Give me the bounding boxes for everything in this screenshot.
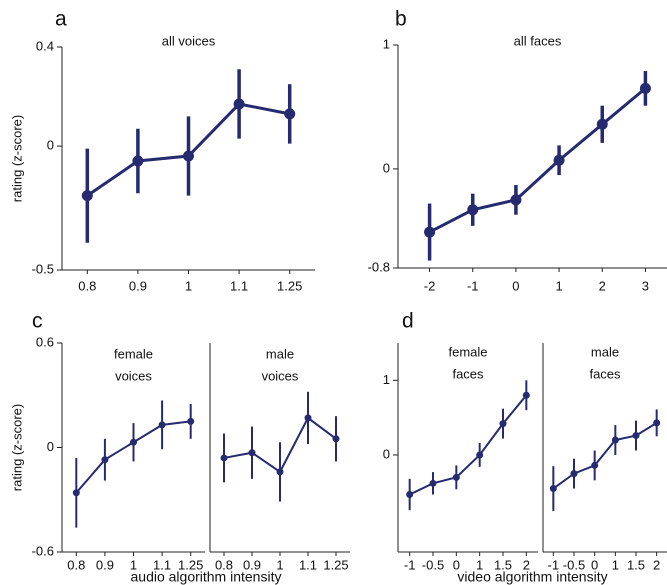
- x-tick-label: -0.5: [422, 557, 444, 572]
- x-tick-label: -2: [424, 278, 436, 293]
- x-tick-label: 0.8: [78, 278, 96, 293]
- data-point: [72, 489, 80, 497]
- data-point: [522, 391, 530, 399]
- data-point: [467, 204, 479, 216]
- x-tick-label: 0.9: [96, 557, 114, 572]
- x-tick-label: 0.9: [243, 557, 261, 572]
- data-line: [428, 87, 647, 234]
- panel-letter: c: [32, 310, 43, 333]
- y-tick-label: -0.5: [32, 261, 54, 276]
- data-point: [284, 108, 296, 120]
- y-tick-label: 0: [47, 439, 54, 454]
- x-tick-label: 2: [653, 557, 660, 572]
- data-point: [332, 435, 340, 443]
- y-tick-label: 0.4: [36, 38, 54, 53]
- panel-title: female: [448, 344, 487, 359]
- x-axis-label: audio algorithm intensity: [131, 569, 282, 585]
- data-point: [248, 449, 256, 457]
- panel-title: faces: [589, 366, 621, 381]
- panel-title: voices: [262, 368, 299, 383]
- x-tick-label: 1.25: [178, 557, 203, 572]
- panel-title: all faces: [514, 33, 562, 48]
- data-point: [220, 454, 228, 462]
- data-point: [424, 226, 436, 238]
- x-tick-label: 1.5: [627, 557, 645, 572]
- data-point: [632, 432, 640, 440]
- y-tick-label: 0: [47, 138, 54, 153]
- data-point: [304, 414, 312, 422]
- data-point: [611, 436, 619, 444]
- y-tick-label: 1: [383, 372, 390, 387]
- x-tick-label: 0: [453, 557, 460, 572]
- y-tick-label: 0.6: [36, 334, 54, 349]
- y-axis-label: rating (z-score): [9, 404, 24, 491]
- y-axis-label: rating (z-score): [9, 115, 24, 202]
- data-point: [81, 190, 93, 202]
- data-point: [429, 479, 437, 487]
- data-line: [409, 394, 528, 496]
- data-point: [132, 155, 144, 167]
- x-tick-label: 1.25: [277, 278, 302, 293]
- x-tick-label: 1: [612, 557, 619, 572]
- data-point: [596, 118, 608, 130]
- x-tick-label: 2: [523, 557, 530, 572]
- y-tick-label: -0.8: [368, 259, 390, 274]
- data-point: [187, 417, 195, 425]
- data-point: [639, 82, 651, 94]
- data-point: [101, 456, 109, 464]
- x-tick-label: 0: [512, 278, 519, 293]
- y-tick-label: 0: [383, 160, 390, 175]
- data-point: [553, 154, 565, 166]
- data-point: [476, 451, 484, 459]
- panel-letter: b: [395, 8, 407, 31]
- x-tick-label: 1.25: [323, 557, 348, 572]
- x-tick-label: 2: [599, 278, 606, 293]
- data-point: [276, 468, 284, 476]
- data-point: [130, 438, 137, 446]
- data-point: [452, 473, 460, 481]
- data-point: [591, 461, 599, 469]
- x-tick-label: 1: [276, 557, 283, 572]
- x-tick-label: 1.5: [494, 557, 512, 572]
- data-point: [183, 150, 194, 162]
- data-point: [499, 420, 507, 428]
- x-tick-label: 1.1: [230, 278, 248, 293]
- x-tick-label: -1: [467, 278, 479, 293]
- y-tick-label: -0.6: [32, 543, 54, 558]
- data-point: [406, 491, 414, 499]
- x-tick-label: 1: [476, 557, 483, 572]
- panel-title: male: [266, 346, 294, 361]
- x-tick-label: 1.1: [299, 557, 317, 572]
- data-point: [510, 194, 522, 206]
- x-axis-label: video algorithm intensity: [457, 569, 607, 585]
- panel-title: all voices: [162, 33, 216, 48]
- x-tick-label: -1: [404, 557, 416, 572]
- x-tick-label: 1: [185, 278, 192, 293]
- x-tick-label: 1: [130, 557, 137, 572]
- panel-letter: a: [55, 8, 67, 31]
- panel-title: male: [591, 344, 619, 359]
- x-tick-label: 0: [591, 557, 598, 572]
- panel-title: female: [114, 346, 153, 361]
- data-point: [570, 470, 578, 478]
- x-tick-label: 0.8: [215, 557, 233, 572]
- x-tick-label: 3: [642, 278, 649, 293]
- x-tick-label: 1.1: [153, 557, 171, 572]
- data-line: [552, 422, 658, 490]
- x-tick-label: 0.8: [67, 557, 85, 572]
- data-point: [158, 421, 166, 429]
- panel-title: voices: [115, 368, 152, 383]
- y-tick-label: 0: [383, 446, 390, 461]
- panel-letter: d: [402, 310, 414, 333]
- data-point: [233, 98, 245, 110]
- x-tick-label: -0.5: [563, 557, 585, 572]
- data-point: [549, 485, 557, 493]
- panel-title: faces: [452, 366, 484, 381]
- x-tick-label: 1: [555, 278, 562, 293]
- x-tick-label: -1: [548, 557, 560, 572]
- y-tick-label: 1: [383, 36, 390, 51]
- x-tick-label: 0.9: [129, 278, 147, 293]
- data-point: [653, 419, 661, 427]
